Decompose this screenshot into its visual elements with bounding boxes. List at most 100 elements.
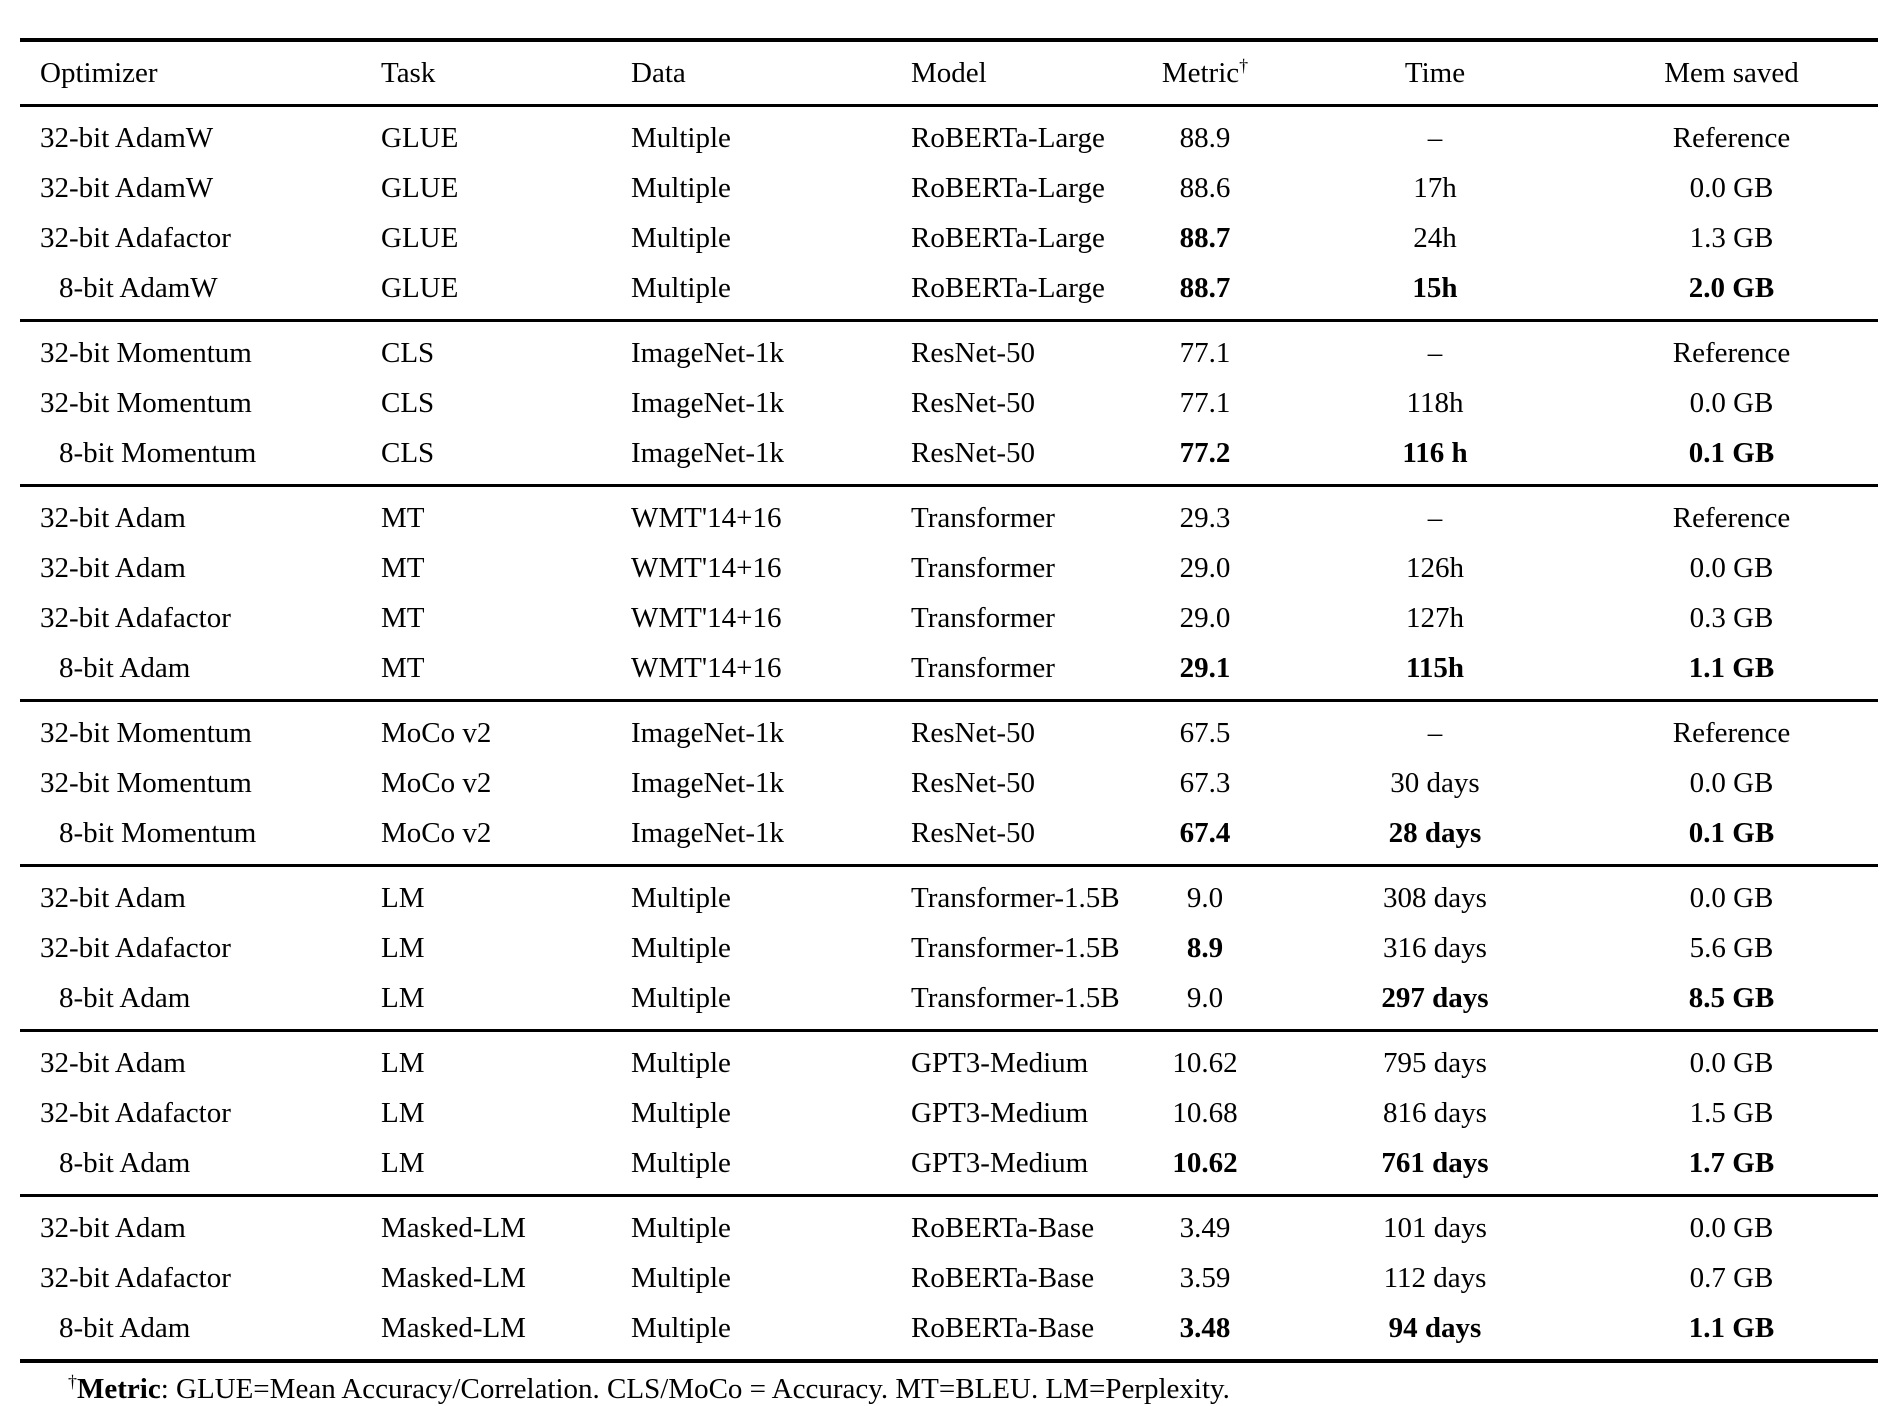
table-row: 32-bit Momentum MoCo v2 ImageNet-1k ResNet-…	[20, 701, 1878, 759]
table-cell: MT	[381, 601, 425, 634]
table-cell: Multiple	[631, 171, 731, 204]
table-cell: Reference	[1672, 121, 1791, 154]
table-cell: ImageNet-1k	[631, 386, 784, 419]
table-cell: 94 days	[1388, 1311, 1482, 1344]
table-row: 8-bit Adam MT WMT'14+16 Transformer 29.1 115h…	[20, 643, 1878, 701]
table-header-row: Optimizer Task Data Model Metric† Time Mem sav…	[20, 40, 1878, 106]
table-cell: 17h	[1413, 171, 1457, 204]
table-cell: 28 days	[1388, 816, 1482, 849]
table-cell: LM	[381, 1096, 425, 1129]
table-cell: Multiple	[631, 1096, 731, 1129]
table-cell: 2.0 GB	[1688, 271, 1775, 304]
table-cell: 32-bit Adam	[40, 881, 186, 914]
table-cell: GLUE	[381, 221, 459, 254]
table-row: 8-bit AdamW GLUE Multiple RoBERTa-Large 88.7…	[20, 263, 1878, 321]
table-row: 32-bit Adam MT WMT'14+16 Transformer 29.0 126…	[20, 543, 1878, 593]
table-cell: 8.5 GB	[1688, 981, 1775, 1014]
table-cell: CLS	[381, 336, 435, 369]
results-table: Optimizer Task Data Model Metric† Time Mem sav…	[20, 38, 1878, 1363]
table-cell: 3.59	[1179, 1261, 1231, 1294]
table-cell: 0.0 GB	[1689, 1211, 1774, 1244]
table-group: 32-bit Momentum CLS ImageNet-1k ResNet-50 77…	[20, 320, 1878, 486]
table-cell: 32-bit Adam	[40, 551, 186, 584]
table-cell: Transformer-1.5B	[911, 881, 1120, 914]
table-cell: 8-bit Momentum	[59, 436, 257, 469]
table-cell: ImageNet-1k	[631, 816, 784, 849]
table-cell: LM	[381, 881, 425, 914]
table-cell: RoBERTa-Base	[911, 1261, 1095, 1294]
table-cell: Multiple	[631, 271, 731, 304]
table-cell: Multiple	[631, 221, 731, 254]
table-cell: ResNet-50	[911, 816, 1036, 849]
table-cell: 126h	[1406, 551, 1464, 584]
table-cell: GPT3-Medium	[911, 1146, 1089, 1179]
table-cell: 30 days	[1390, 766, 1480, 799]
table-row: 8-bit Adam LM Multiple GPT3-Medium 10.62 761 …	[20, 1138, 1878, 1196]
table-cell: Masked-LM	[381, 1211, 526, 1244]
table-cell: 29.0	[1179, 551, 1231, 584]
table-row: 32-bit Momentum CLS ImageNet-1k ResNet-50 77…	[20, 378, 1878, 428]
table-cell: 32-bit Adafactor	[40, 601, 231, 634]
column-header-metric: Metric†	[1161, 54, 1249, 89]
table-cell: RoBERTa-Large	[911, 221, 1105, 254]
table-cell: Reference	[1672, 501, 1791, 534]
table-cell: 32-bit Momentum	[40, 336, 252, 369]
table-cell: Multiple	[631, 1211, 731, 1244]
table-cell: GLUE	[381, 271, 459, 304]
table-cell: 761 days	[1381, 1146, 1489, 1179]
table-cell: 1.1 GB	[1688, 1311, 1775, 1344]
table-cell: 10.68	[1172, 1096, 1238, 1129]
table-row: 32-bit Adam LM Multiple GPT3-Medium 10.62 795…	[20, 1031, 1878, 1089]
table-row: 32-bit Momentum MoCo v2 ImageNet-1k ResNet-…	[20, 758, 1878, 808]
table-row: 32-bit Adam Masked-LM Multiple RoBERTa-Base…	[20, 1196, 1878, 1254]
column-header-data: Data	[631, 56, 686, 89]
table-cell: 1.1 GB	[1688, 651, 1775, 684]
column-header-time: Time	[1404, 56, 1466, 89]
table-cell: Multiple	[631, 1046, 731, 1079]
table-cell: 101 days	[1383, 1211, 1487, 1244]
table-row: 8-bit Adam LM Multiple Transformer-1.5B 9.0 2…	[20, 973, 1878, 1031]
table-cell: 1.7 GB	[1688, 1146, 1775, 1179]
table-cell: Transformer	[911, 551, 1055, 584]
table-cell: Transformer-1.5B	[911, 931, 1120, 964]
table-cell: Transformer-1.5B	[911, 981, 1120, 1014]
table-cell: –	[1427, 121, 1443, 154]
table-cell: 88.7	[1179, 271, 1231, 304]
table-cell: 10.62	[1172, 1046, 1238, 1079]
table-group: 32-bit Adam LM Multiple Transformer-1.5B 9.0…	[20, 865, 1878, 1031]
table-cell: 0.0 GB	[1689, 766, 1774, 799]
table-cell: 116 h	[1402, 436, 1468, 469]
table-group: 32-bit Adam LM Multiple GPT3-Medium 10.62 795…	[20, 1030, 1878, 1196]
table-cell: LM	[381, 981, 425, 1014]
table-cell: LM	[381, 931, 425, 964]
table-cell: 1.3 GB	[1689, 221, 1774, 254]
table-cell: GLUE	[381, 171, 459, 204]
table-cell: 24h	[1413, 221, 1457, 254]
table-cell: 9.0	[1186, 981, 1224, 1014]
table-cell: 32-bit Adam	[40, 1046, 186, 1079]
table-cell: 29.1	[1179, 651, 1231, 684]
table-cell: 88.7	[1179, 221, 1231, 254]
table-cell: ImageNet-1k	[631, 766, 784, 799]
table-cell: ImageNet-1k	[631, 336, 784, 369]
table-row: 32-bit Momentum CLS ImageNet-1k ResNet-50 77…	[20, 321, 1878, 379]
table-cell: Reference	[1672, 716, 1791, 749]
table-cell: 32-bit Adafactor	[40, 931, 231, 964]
table-cell: 32-bit AdamW	[40, 171, 214, 204]
table-row: 32-bit Adam LM Multiple Transformer-1.5B 9.0…	[20, 866, 1878, 924]
table-cell: 115h	[1405, 651, 1465, 684]
column-header-mem-saved: Mem saved	[1664, 56, 1799, 89]
table-cell: 8-bit AdamW	[59, 271, 218, 304]
table-header-row: Optimizer Task Data Model Metric† Time Mem sav…	[20, 40, 1878, 106]
table-cell: Masked-LM	[381, 1261, 526, 1294]
table-cell: 10.62	[1172, 1146, 1238, 1179]
table-cell: RoBERTa-Large	[911, 121, 1105, 154]
table-cell: Transformer	[911, 601, 1055, 634]
table-cell: Multiple	[631, 881, 731, 914]
table-row: 8-bit Momentum CLS ImageNet-1k ResNet-50 77.…	[20, 428, 1878, 486]
table-cell: 0.0 GB	[1689, 386, 1774, 419]
table-cell: 118h	[1406, 386, 1464, 419]
table-cell: 29.0	[1179, 601, 1231, 634]
table-cell: GPT3-Medium	[911, 1096, 1089, 1129]
table-cell: 0.7 GB	[1689, 1261, 1774, 1294]
